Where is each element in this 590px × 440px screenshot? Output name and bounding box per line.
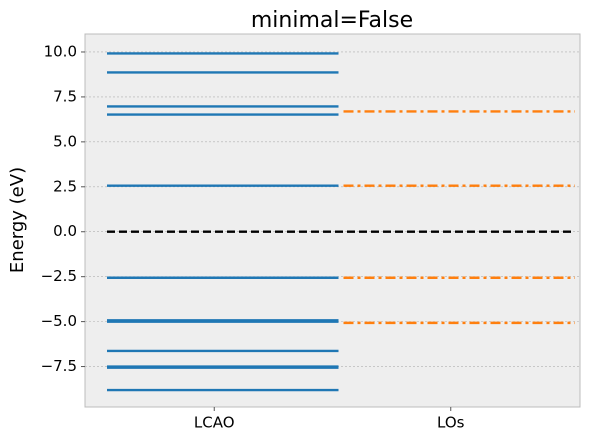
y-axis-label: Energy (eV) xyxy=(7,167,28,273)
y-tick-label: 7.5 xyxy=(53,87,77,105)
y-tick-label: 5.0 xyxy=(53,132,77,150)
chart-title: minimal=False xyxy=(251,8,413,33)
plot-area xyxy=(84,33,581,408)
y-tick-label: 2.5 xyxy=(53,177,77,195)
y-tick-label: −2.5 xyxy=(41,267,77,285)
x-tick-label: LOs xyxy=(437,414,465,432)
y-tick-label: −7.5 xyxy=(41,357,77,375)
y-tick-label: −5.0 xyxy=(41,312,77,330)
y-tick-label: 10.0 xyxy=(44,42,77,60)
x-tick-label: LCAO xyxy=(194,414,235,432)
y-tick-label: 0.0 xyxy=(53,222,77,240)
